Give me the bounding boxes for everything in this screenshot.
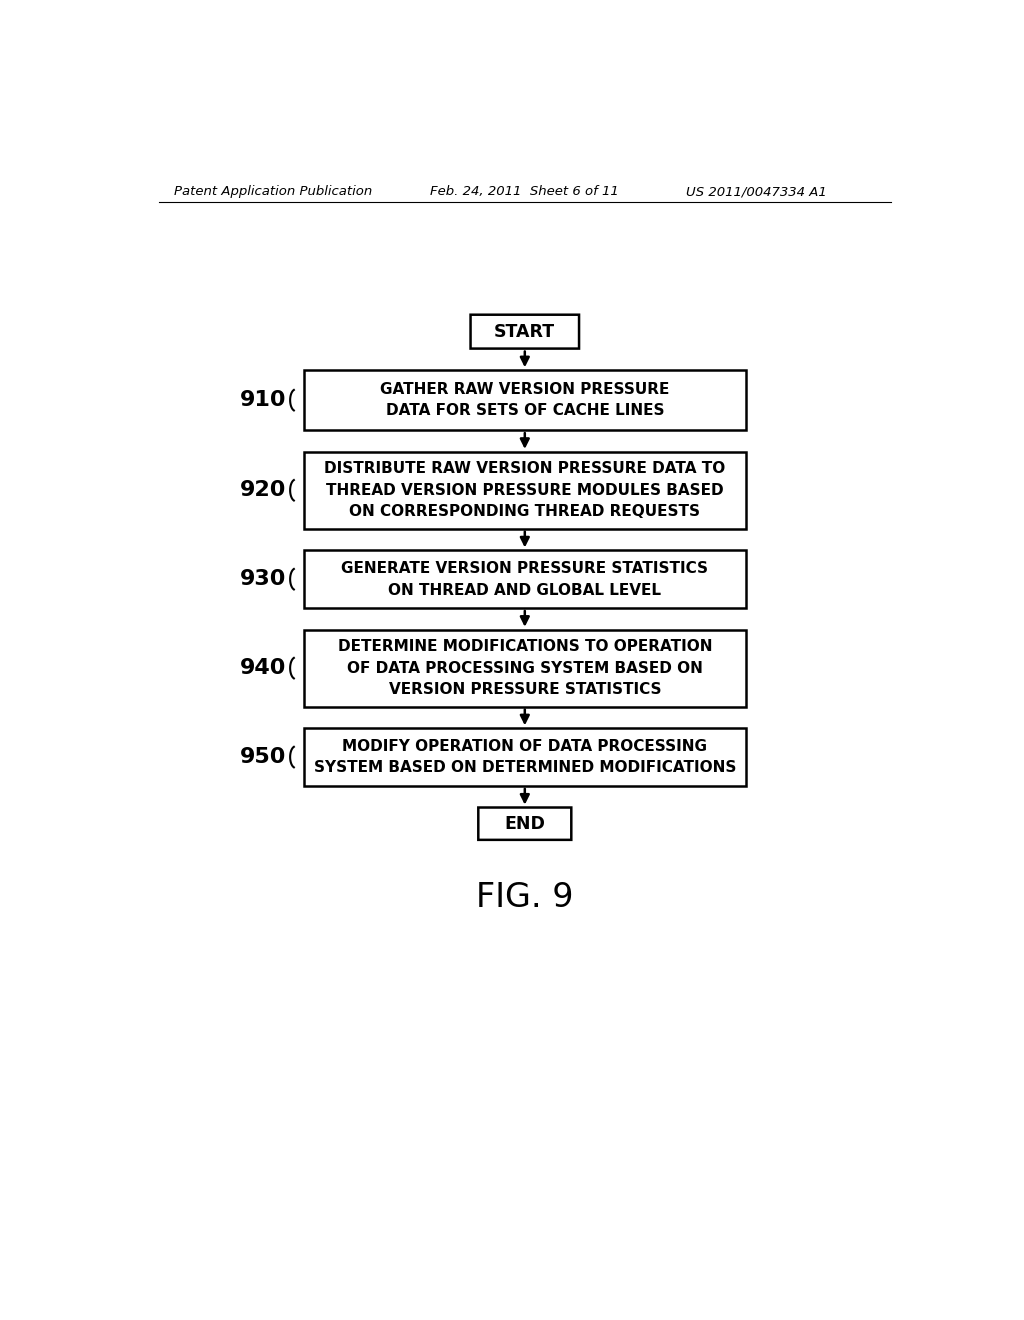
FancyBboxPatch shape	[304, 370, 745, 430]
Text: FIG. 9: FIG. 9	[476, 882, 573, 913]
Text: 940: 940	[240, 659, 286, 678]
Text: GATHER RAW VERSION PRESSURE
DATA FOR SETS OF CACHE LINES: GATHER RAW VERSION PRESSURE DATA FOR SET…	[380, 381, 670, 418]
Text: 950: 950	[240, 747, 286, 767]
Text: GENERATE VERSION PRESSURE STATISTICS
ON THREAD AND GLOBAL LEVEL: GENERATE VERSION PRESSURE STATISTICS ON …	[341, 561, 709, 598]
FancyBboxPatch shape	[478, 808, 571, 840]
Text: END: END	[505, 814, 545, 833]
FancyBboxPatch shape	[471, 314, 579, 348]
Text: 930: 930	[240, 569, 286, 589]
Text: DISTRIBUTE RAW VERSION PRESSURE DATA TO
THREAD VERSION PRESSURE MODULES BASED
ON: DISTRIBUTE RAW VERSION PRESSURE DATA TO …	[325, 461, 725, 519]
Text: 910: 910	[240, 391, 286, 411]
FancyBboxPatch shape	[304, 550, 745, 609]
FancyBboxPatch shape	[304, 630, 745, 706]
Text: DETERMINE MODIFICATIONS TO OPERATION
OF DATA PROCESSING SYSTEM BASED ON
VERSION : DETERMINE MODIFICATIONS TO OPERATION OF …	[338, 639, 712, 697]
FancyBboxPatch shape	[304, 451, 745, 529]
Text: US 2011/0047334 A1: US 2011/0047334 A1	[686, 185, 826, 198]
Text: Feb. 24, 2011  Sheet 6 of 11: Feb. 24, 2011 Sheet 6 of 11	[430, 185, 618, 198]
FancyBboxPatch shape	[304, 729, 745, 785]
Text: START: START	[495, 322, 555, 341]
Text: Patent Application Publication: Patent Application Publication	[174, 185, 373, 198]
Text: 920: 920	[240, 480, 286, 500]
Text: MODIFY OPERATION OF DATA PROCESSING
SYSTEM BASED ON DETERMINED MODIFICATIONS: MODIFY OPERATION OF DATA PROCESSING SYST…	[313, 739, 736, 775]
